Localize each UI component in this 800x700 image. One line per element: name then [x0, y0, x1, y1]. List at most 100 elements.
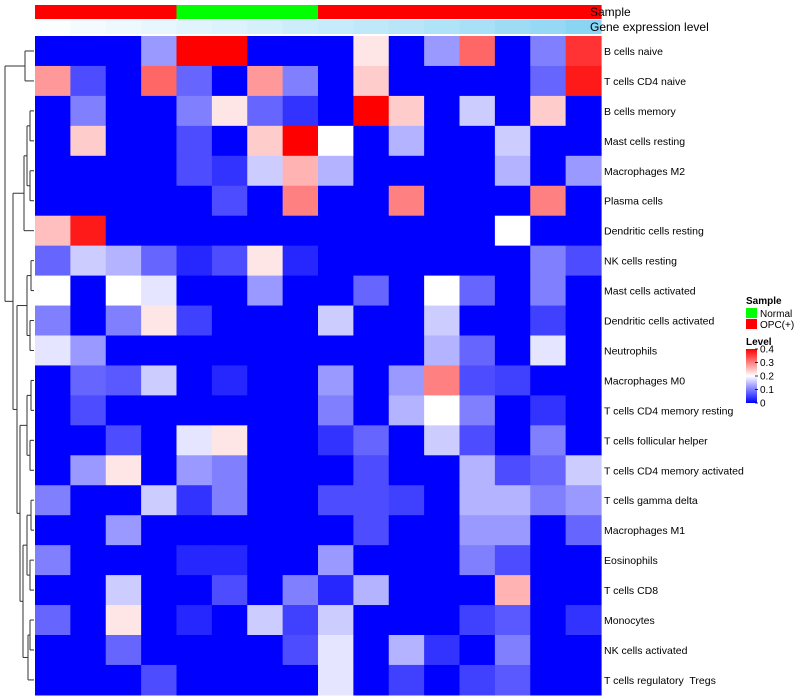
heatmap-cell: [565, 425, 602, 456]
heatmap-cell: [388, 185, 425, 217]
gene-expression-annotation-cell: [35, 20, 71, 34]
heatmap-cell: [565, 65, 602, 97]
heatmap-cell: [141, 335, 178, 367]
heatmap-cell: [141, 65, 178, 97]
heatmap-cell: [318, 36, 354, 67]
heatmap-cell: [353, 425, 390, 456]
heatmap-cell: [282, 65, 319, 97]
heatmap-cell: [105, 335, 142, 367]
heatmap-cell: [247, 515, 284, 546]
gene-expression-annotation-cell: [565, 20, 602, 34]
heatmap-cell: [565, 185, 602, 217]
heatmap-cell: [211, 545, 248, 576]
row-label: NK cells activated: [604, 645, 688, 657]
heatmap-cell: [176, 455, 213, 486]
heatmap-cell: [494, 575, 531, 606]
heatmap-cell: [424, 395, 461, 426]
heatmap-cell: [494, 95, 531, 127]
sample-annotation-cell: [282, 5, 319, 19]
heatmap-cell: [459, 485, 496, 516]
sample-annotation-cell: [176, 5, 213, 19]
heatmap-cell: [176, 95, 213, 127]
heatmap-cell: [424, 365, 461, 396]
heatmap-cell: [282, 185, 319, 217]
heatmap-cell: [494, 36, 531, 67]
heatmap-cell: [176, 305, 213, 337]
heatmap-cell: [247, 245, 284, 277]
heatmap-cell: [494, 215, 531, 247]
heatmap-cell: [247, 485, 284, 516]
gene-expression-annotation-cell: [318, 20, 354, 34]
heatmap-cell: [211, 335, 248, 367]
heatmap-cell: [141, 155, 178, 187]
row-label: T cells CD4 memory resting: [604, 405, 733, 417]
heatmap-cell: [494, 485, 531, 516]
heatmap-cell: [353, 95, 390, 127]
heatmap-cell: [424, 275, 461, 307]
level-tick-label: 0.1: [760, 385, 774, 396]
heatmap-cell: [459, 125, 496, 157]
heatmap-cell: [565, 515, 602, 546]
heatmap-cell: [70, 635, 107, 666]
heatmap-cell: [35, 125, 71, 157]
heatmap-cell: [282, 395, 319, 426]
heatmap-cell: [494, 635, 531, 666]
heatmap-cell: [318, 575, 354, 606]
heatmap-cell: [494, 335, 531, 367]
row-label: T cells CD4 naive: [604, 76, 686, 88]
heatmap-cell: [530, 485, 567, 516]
legend-label-normal: Normal: [760, 309, 792, 320]
heatmap-cell: [353, 515, 390, 546]
heatmap-cell: [247, 95, 284, 127]
heatmap-cell: [494, 515, 531, 546]
heatmap-cell: [388, 65, 425, 97]
heatmap-cell: [247, 125, 284, 157]
heatmap-cell: [247, 65, 284, 97]
heatmap-cell: [282, 485, 319, 516]
row-label: T cells follicular helper: [604, 435, 708, 447]
heatmap-cell: [353, 215, 390, 247]
heatmap-cell: [247, 305, 284, 337]
heatmap-cell: [35, 95, 71, 127]
heatmap-cell: [35, 395, 71, 426]
heatmap-cell: [70, 664, 107, 696]
heatmap-cell: [70, 305, 107, 337]
heatmap-cell: [141, 485, 178, 516]
heatmap-cell: [211, 455, 248, 486]
row-label: Eosinophils: [604, 555, 658, 567]
heatmap-cell: [494, 185, 531, 217]
heatmap-cell: [565, 455, 602, 486]
heatmap-cell: [353, 36, 390, 67]
heatmap-cell: [424, 575, 461, 606]
sample-legend: Sample Normal OPC(+): [746, 296, 794, 331]
heatmap-cell: [211, 95, 248, 127]
heatmap-cell: [282, 215, 319, 247]
heatmap-cell: [141, 36, 178, 67]
heatmap-cell: [318, 365, 354, 396]
sample-legend-title: Sample: [746, 296, 782, 307]
heatmap-cell: [211, 215, 248, 247]
heatmap-cell: [459, 425, 496, 456]
heatmap-cell: [247, 185, 284, 217]
heatmap-cell: [459, 305, 496, 337]
sample-annotation-cell: [494, 5, 531, 19]
heatmap-cell: [459, 545, 496, 576]
heatmap-cell: [565, 305, 602, 337]
heatmap-cell: [565, 335, 602, 367]
heatmap-cell: [530, 425, 567, 456]
heatmap-cell: [530, 605, 567, 636]
heatmap-cell: [388, 425, 425, 456]
row-label: T cells CD4 memory activated: [604, 465, 744, 477]
heatmap-cell: [424, 215, 461, 247]
heatmap-cell: [530, 635, 567, 666]
heatmap-cell: [211, 36, 248, 67]
heatmap-cell: [318, 335, 354, 367]
heatmap-cell: [353, 635, 390, 666]
heatmap-cell: [105, 395, 142, 426]
heatmap-cell: [353, 65, 390, 97]
heatmap-cell: [459, 95, 496, 127]
heatmap-cell: [105, 215, 142, 247]
heatmap-cell: [530, 545, 567, 576]
heatmap-cell: [35, 605, 71, 636]
